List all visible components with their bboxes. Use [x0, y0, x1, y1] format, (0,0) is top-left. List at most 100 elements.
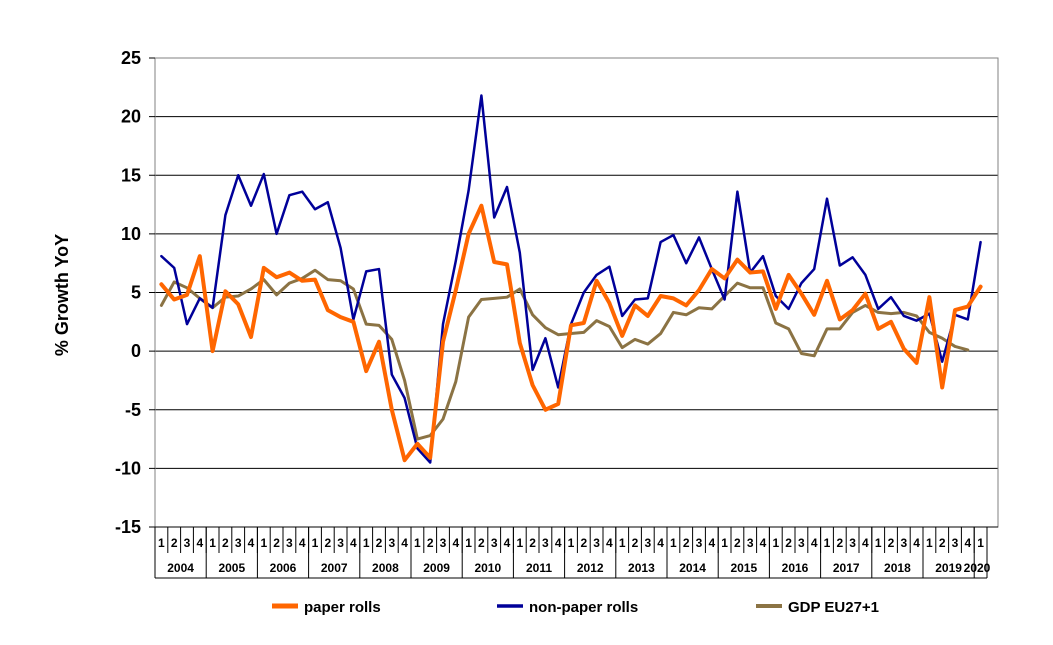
x-quarter-label: 2	[888, 536, 895, 550]
x-quarter-label: 3	[696, 536, 703, 550]
x-year-label: 2017	[833, 561, 860, 575]
x-quarter-label: 1	[260, 536, 267, 550]
x-year-label: 2012	[577, 561, 604, 575]
x-year-label: 2004	[167, 561, 194, 575]
x-quarter-label: 2	[939, 536, 946, 550]
x-quarter-label: 2	[478, 536, 485, 550]
legend-label: GDP EU27+1	[788, 599, 879, 616]
y-tick-label: -10	[115, 458, 141, 478]
x-quarter-label: 2	[273, 536, 280, 550]
x-quarter-label: 3	[644, 536, 651, 550]
series-lines	[159, 94, 983, 464]
x-quarter-label: 1	[516, 536, 523, 550]
legend: paper rolls non-paper rolls GDP EU27+1	[272, 599, 879, 616]
y-tick-label: 0	[131, 341, 141, 361]
x-quarter-label: 1	[619, 536, 626, 550]
x-quarter-label: 3	[491, 536, 498, 550]
x-quarter-label: 1	[721, 536, 728, 550]
x-quarter-label: 2	[171, 536, 178, 550]
x-year-label: 2018	[884, 561, 911, 575]
x-quarter-label: 4	[862, 536, 869, 550]
x-quarter-label: 4	[606, 536, 613, 550]
x-quarter-label: 1	[926, 536, 933, 550]
x-quarter-label: 1	[568, 536, 575, 550]
x-quarter-label: 3	[849, 536, 856, 550]
x-quarter-label: 4	[913, 536, 920, 550]
x-quarter-label: 4	[299, 536, 306, 550]
x-year-label: 2019	[935, 561, 962, 575]
x-quarter-label: 4	[504, 536, 511, 550]
x-quarter-label: 1	[670, 536, 677, 550]
x-quarter-label: 1	[158, 536, 165, 550]
y-tick-label: 25	[121, 48, 141, 68]
x-quarter-label: 2	[324, 536, 331, 550]
series-line-non-paper-rolls	[160, 94, 982, 464]
x-quarter-label: 3	[593, 536, 600, 550]
x-year-label: 2015	[730, 561, 757, 575]
x-quarter-label: 1	[363, 536, 370, 550]
x-year-label: 2008	[372, 561, 399, 575]
x-quarter-label: 1	[312, 536, 319, 550]
x-quarter-label: 3	[286, 536, 293, 550]
x-quarter-label: 3	[900, 536, 907, 550]
x-quarter-label: 3	[388, 536, 395, 550]
x-year-label: 2009	[423, 561, 450, 575]
x-quarter-label: 1	[209, 536, 216, 550]
x-quarter-label: 1	[824, 536, 831, 550]
x-year-label: 2011	[526, 561, 552, 575]
x-quarter-label: 4	[196, 536, 203, 550]
x-quarter-label: 2	[427, 536, 434, 550]
y-tick-label: 10	[121, 224, 141, 244]
y-tick-label: 20	[121, 107, 141, 127]
x-quarter-label: 3	[542, 536, 549, 550]
legend-label: non-paper rolls	[529, 599, 638, 616]
x-quarter-label: 2	[632, 536, 639, 550]
x-quarter-label: 4	[555, 536, 562, 550]
x-quarter-label: 4	[350, 536, 357, 550]
x-quarter-label: 1	[977, 536, 984, 550]
x-quarter-label: 2	[785, 536, 792, 550]
x-quarter-label: 2	[734, 536, 741, 550]
y-tick-label: 15	[121, 165, 141, 185]
x-quarter-label: 4	[401, 536, 408, 550]
x-quarter-label: 3	[952, 536, 959, 550]
x-quarter-label: 2	[529, 536, 536, 550]
x-quarter-label: 4	[811, 536, 818, 550]
x-quarter-label: 1	[772, 536, 779, 550]
y-tick-label: -5	[125, 400, 141, 420]
y-axis-title: % Growth YoY	[52, 234, 72, 356]
x-year-label: 2007	[321, 561, 348, 575]
x-year-label: 2020	[964, 561, 991, 575]
x-year-label: 2005	[218, 561, 245, 575]
x-quarter-label: 3	[747, 536, 754, 550]
x-year-label: 2010	[474, 561, 501, 575]
x-quarter-label: 4	[964, 536, 971, 550]
y-axis-ticks: -15 -10 -5 0 5 10 15 20 25	[115, 48, 155, 537]
y-tick-label: 5	[131, 283, 141, 303]
legend-label: paper rolls	[304, 599, 381, 616]
x-year-label: 2016	[782, 561, 809, 575]
x-quarter-label: 1	[875, 536, 882, 550]
x-quarter-label: 3	[235, 536, 242, 550]
x-quarter-label: 1	[465, 536, 472, 550]
x-quarter-label: 4	[248, 536, 255, 550]
x-quarter-label: 4	[657, 536, 664, 550]
series-line-paper-rolls	[159, 203, 983, 463]
x-quarter-label: 4	[452, 536, 459, 550]
x-quarter-label: 4	[708, 536, 715, 550]
gridlines	[155, 116, 998, 469]
y-tick-label: -15	[115, 517, 141, 537]
x-quarter-label: 4	[760, 536, 767, 550]
x-quarter-label: 1	[414, 536, 421, 550]
x-quarter-label: 2	[580, 536, 587, 550]
x-quarter-label: 2	[376, 536, 383, 550]
x-year-label: 2014	[679, 561, 706, 575]
x-quarter-label: 3	[337, 536, 344, 550]
x-quarter-label: 3	[184, 536, 191, 550]
x-quarter-label: 2	[222, 536, 229, 550]
x-year-label: 2006	[270, 561, 297, 575]
series-line-gdp-eu27-1	[159, 268, 970, 441]
x-quarter-label: 2	[836, 536, 843, 550]
